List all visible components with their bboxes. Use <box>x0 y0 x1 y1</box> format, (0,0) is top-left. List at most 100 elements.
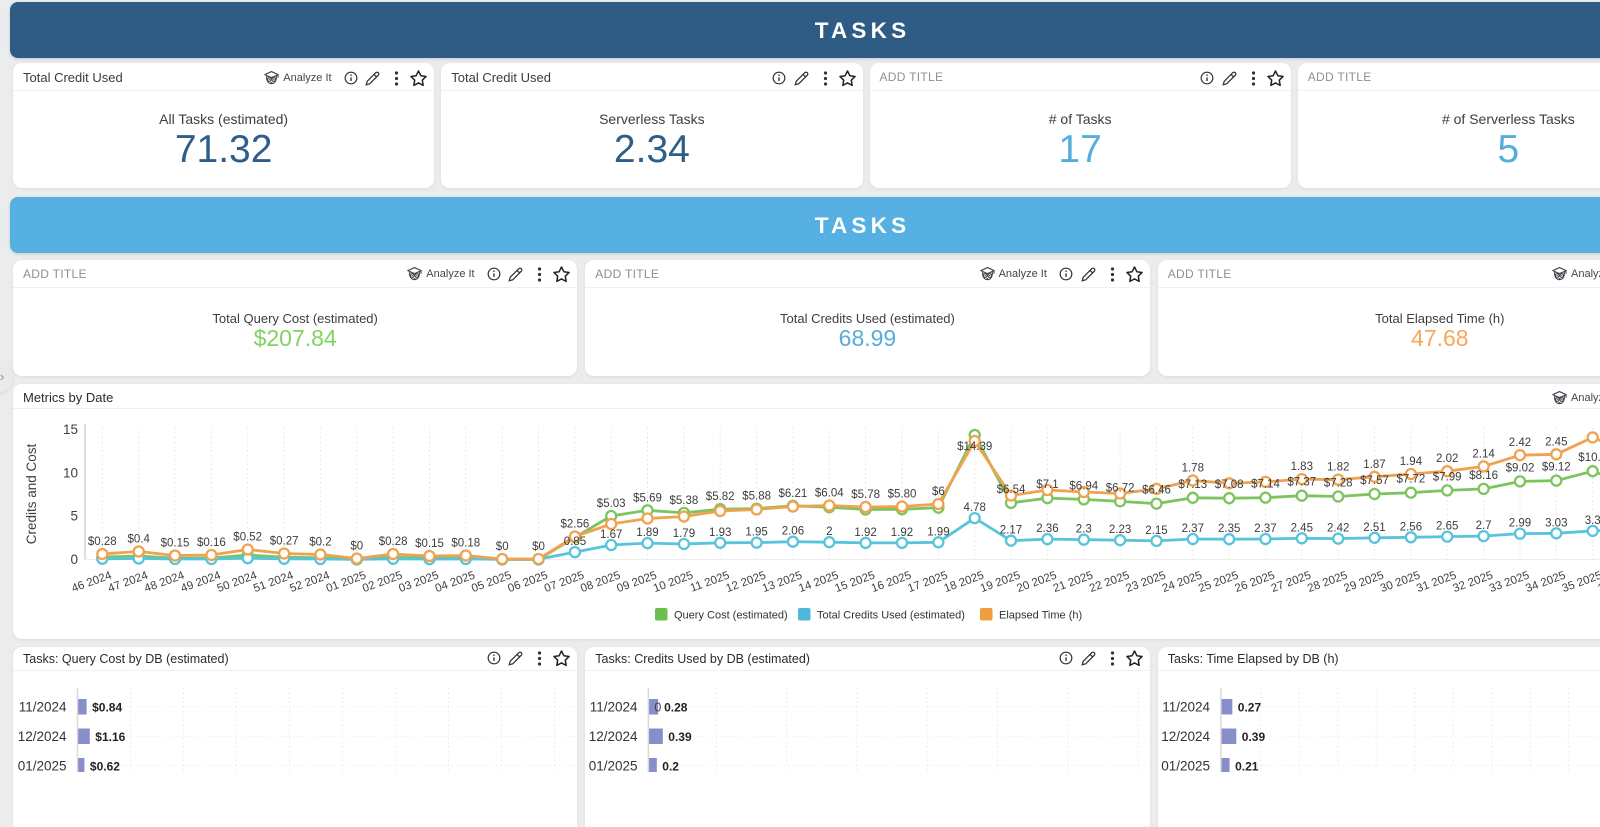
svg-text:2.02: 2.02 <box>1436 453 1458 465</box>
svg-text:01 2025: 01 2025 <box>325 570 368 595</box>
svg-text:2.35: 2.35 <box>1218 523 1240 535</box>
svg-text:01/2025: 01/2025 <box>589 758 638 772</box>
svg-text:2.23: 2.23 <box>1109 524 1131 536</box>
svg-text:3.3: 3.3 <box>1585 515 1600 527</box>
svg-text:1.82: 1.82 <box>1327 462 1349 474</box>
svg-text:18 2025: 18 2025 <box>943 570 986 595</box>
svg-text:16 2025: 16 2025 <box>870 570 913 595</box>
svg-text:08 2025: 08 2025 <box>579 570 622 595</box>
svg-text:12/2024: 12/2024 <box>1161 729 1210 744</box>
svg-text:$0.28: $0.28 <box>88 536 117 548</box>
svg-text:$0: $0 <box>496 541 509 553</box>
svg-text:$5.03: $5.03 <box>597 498 626 510</box>
svg-text:$6.94: $6.94 <box>1069 480 1098 492</box>
svg-text:2.14: 2.14 <box>1472 448 1495 460</box>
svg-text:$7.08: $7.08 <box>1215 479 1244 491</box>
svg-text:5: 5 <box>70 509 78 524</box>
svg-text:$6.21: $6.21 <box>779 488 808 500</box>
svg-text:$6.54: $6.54 <box>997 484 1026 496</box>
svg-text:1.92: 1.92 <box>891 527 913 539</box>
svg-text:11 2025: 11 2025 <box>689 570 731 595</box>
svg-text:2.45: 2.45 <box>1291 522 1313 534</box>
svg-text:$7.57: $7.57 <box>1360 475 1389 487</box>
svg-text:$9.12: $9.12 <box>1542 462 1571 474</box>
svg-text:$0.2: $0.2 <box>309 537 331 549</box>
svg-text:36 2025: 36 2025 <box>1597 570 1600 595</box>
svg-text:$6.72: $6.72 <box>1106 482 1135 494</box>
svg-text:$6: $6 <box>932 486 945 498</box>
svg-text:51 2024: 51 2024 <box>252 569 296 595</box>
svg-text:0.39: 0.39 <box>1242 730 1266 744</box>
svg-text:2.36: 2.36 <box>1036 523 1058 535</box>
svg-text:0.27: 0.27 <box>1238 700 1262 714</box>
svg-text:10: 10 <box>63 466 78 481</box>
svg-text:$6.04: $6.04 <box>815 488 844 500</box>
svg-text:1.83: 1.83 <box>1291 461 1313 473</box>
svg-text:2.56: 2.56 <box>1400 521 1422 533</box>
svg-text:$0: $0 <box>532 541 545 553</box>
svg-text:Total Credits Used (estimated): Total Credits Used (estimated) <box>817 610 965 622</box>
svg-text:$7.13: $7.13 <box>1178 479 1207 491</box>
svg-text:0.28: 0.28 <box>664 700 688 714</box>
svg-text:2.42: 2.42 <box>1327 523 1349 535</box>
svg-text:$0.52: $0.52 <box>233 532 262 544</box>
svg-text:$5.82: $5.82 <box>706 491 735 503</box>
svg-text:49 2024: 49 2024 <box>179 569 223 595</box>
svg-text:1.92: 1.92 <box>854 527 876 539</box>
svg-text:$7.72: $7.72 <box>1397 474 1426 486</box>
svg-text:0: 0 <box>654 700 661 714</box>
svg-text:$0.62: $0.62 <box>90 759 120 772</box>
svg-text:07 2025: 07 2025 <box>543 570 586 595</box>
svg-text:48 2024: 48 2024 <box>143 569 187 595</box>
svg-text:$7.1: $7.1 <box>1036 479 1058 491</box>
svg-text:2.3: 2.3 <box>1076 524 1092 536</box>
svg-text:24 2025: 24 2025 <box>1161 570 1204 595</box>
svg-text:1.79: 1.79 <box>673 528 695 540</box>
svg-text:$6.46: $6.46 <box>1142 485 1171 497</box>
svg-text:Credits and Cost: Credits and Cost <box>24 443 39 544</box>
svg-text:$5.78: $5.78 <box>851 489 880 501</box>
svg-text:26 2025: 26 2025 <box>1233 570 1276 595</box>
svg-text:35 2025: 35 2025 <box>1561 570 1600 595</box>
svg-text:01/2025: 01/2025 <box>18 758 67 772</box>
svg-text:$8.16: $8.16 <box>1469 470 1498 482</box>
svg-text:$0.15: $0.15 <box>415 538 444 550</box>
svg-text:$0.4: $0.4 <box>128 534 151 546</box>
svg-text:12 2025: 12 2025 <box>724 570 767 595</box>
svg-text:34 2025: 34 2025 <box>1524 570 1567 595</box>
svg-text:32 2025: 32 2025 <box>1451 570 1494 595</box>
svg-text:1.95: 1.95 <box>745 527 767 539</box>
svg-text:46 2024: 46 2024 <box>70 569 114 595</box>
svg-text:05 2025: 05 2025 <box>470 570 513 595</box>
svg-text:1.87: 1.87 <box>1363 459 1385 471</box>
svg-text:2.99: 2.99 <box>1509 518 1531 530</box>
svg-text:$0.15: $0.15 <box>161 538 190 550</box>
svg-text:$10.2: $10.2 <box>1578 452 1600 464</box>
svg-text:12/2024: 12/2024 <box>18 729 67 744</box>
svg-text:1.94: 1.94 <box>1400 456 1423 468</box>
svg-text:10 2025: 10 2025 <box>652 570 695 595</box>
svg-text:$0.16: $0.16 <box>197 537 226 549</box>
svg-text:11/2024: 11/2024 <box>1162 699 1210 714</box>
svg-text:12/2024: 12/2024 <box>589 729 638 744</box>
svg-text:20 2025: 20 2025 <box>1015 570 1058 595</box>
svg-text:3.03: 3.03 <box>1545 517 1567 529</box>
svg-text:15: 15 <box>63 422 78 437</box>
svg-text:2.45: 2.45 <box>1545 436 1567 448</box>
svg-text:$0: $0 <box>350 541 363 553</box>
svg-text:0.39: 0.39 <box>668 730 692 744</box>
svg-text:27 2025: 27 2025 <box>1270 570 1313 595</box>
svg-text:2.42: 2.42 <box>1509 437 1531 449</box>
svg-text:11/2024: 11/2024 <box>19 699 67 714</box>
svg-text:22 2025: 22 2025 <box>1088 570 1131 595</box>
svg-text:$7.14: $7.14 <box>1251 479 1280 491</box>
svg-text:$5.38: $5.38 <box>670 495 699 507</box>
svg-text:2: 2 <box>826 526 832 538</box>
svg-text:1.93: 1.93 <box>709 527 731 539</box>
svg-text:23 2025: 23 2025 <box>1124 570 1167 595</box>
svg-text:$9.02: $9.02 <box>1506 462 1535 474</box>
svg-text:1.89: 1.89 <box>636 527 658 539</box>
svg-text:03 2025: 03 2025 <box>397 570 440 595</box>
svg-text:19 2025: 19 2025 <box>979 570 1022 595</box>
svg-text:14 2025: 14 2025 <box>797 570 840 595</box>
